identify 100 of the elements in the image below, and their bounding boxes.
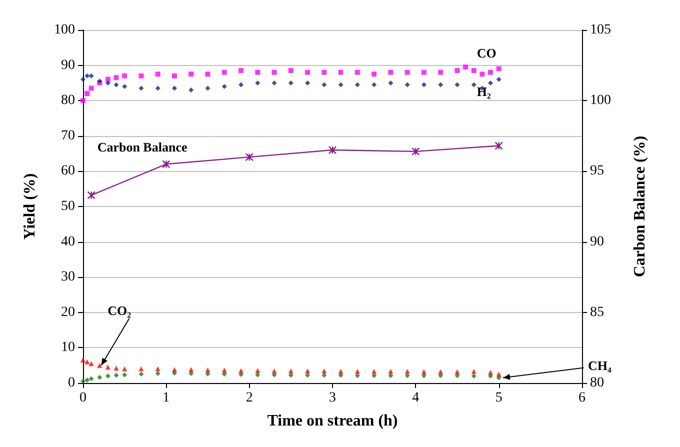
point: [114, 75, 119, 80]
point: [488, 70, 494, 75]
point: [438, 82, 444, 88]
point: [388, 368, 394, 374]
y-tick-label: 10: [61, 340, 75, 356]
point: [438, 373, 444, 378]
point: [84, 73, 90, 78]
point: [245, 152, 254, 162]
point: [80, 76, 86, 82]
point: [421, 70, 426, 75]
point: [205, 72, 210, 77]
point: [338, 372, 344, 378]
point: [494, 142, 503, 150]
point: [305, 372, 310, 378]
point: [84, 359, 90, 364]
point: [388, 373, 394, 378]
point: [188, 72, 194, 77]
y2-tick-label: 80: [590, 376, 604, 390]
y-tick-label: 60: [61, 164, 75, 179]
point: [155, 86, 160, 91]
point: [238, 372, 244, 378]
point: [272, 80, 277, 86]
x-tick-label: 0: [80, 390, 86, 406]
point: [322, 70, 327, 75]
point: [88, 376, 94, 382]
point: [322, 372, 327, 378]
point: [80, 98, 86, 104]
point: [421, 373, 426, 378]
point: [238, 368, 244, 374]
y-tick-label: 20: [61, 304, 75, 320]
point: [338, 82, 344, 88]
y-tick-label: 70: [61, 128, 75, 144]
point: [421, 369, 426, 374]
point: [97, 362, 102, 368]
point: [122, 73, 128, 78]
point: [496, 375, 502, 380]
point: [354, 368, 360, 374]
point: [172, 73, 177, 78]
point: [305, 70, 310, 75]
point: [122, 372, 128, 378]
point: [471, 373, 476, 378]
x-tick-label: 1: [162, 390, 170, 406]
point: [404, 82, 410, 88]
point: [454, 68, 460, 74]
point: [388, 80, 394, 86]
point: [97, 374, 102, 380]
point: [172, 86, 177, 91]
point: [114, 82, 119, 88]
point: [205, 367, 210, 372]
point: [488, 373, 494, 378]
y2-tick-label: 100: [590, 93, 611, 108]
point: [155, 72, 160, 77]
point: [463, 64, 468, 70]
point: [255, 70, 260, 75]
point: [305, 80, 310, 86]
y2-tick-label: 95: [590, 164, 604, 179]
x-tick-label: 4: [412, 390, 420, 406]
point: [322, 368, 327, 374]
y-tick-label: 100: [54, 22, 75, 38]
point: [172, 370, 177, 376]
annotation: Carbon Balance: [97, 140, 188, 155]
point: [238, 82, 244, 88]
point: [328, 146, 337, 154]
point: [421, 82, 426, 88]
point: [354, 70, 360, 75]
point: [162, 160, 170, 168]
point: [188, 370, 194, 376]
point: [122, 84, 128, 89]
point: [138, 366, 144, 372]
y2-axis-title: Carbon Balance (%): [632, 136, 648, 278]
point: [114, 372, 119, 378]
point: [80, 358, 86, 363]
point: [404, 70, 410, 75]
y-tick-label: 50: [61, 199, 75, 214]
y-tick-label: 40: [61, 234, 75, 250]
point: [80, 378, 86, 384]
point: [88, 86, 94, 91]
point: [372, 82, 377, 88]
point: [87, 191, 96, 200]
point: [288, 372, 294, 378]
point: [84, 91, 90, 96]
point: [138, 86, 144, 91]
point: [84, 378, 90, 383]
point: [305, 368, 310, 374]
x-tick-label: 2: [246, 390, 253, 406]
point: [496, 76, 502, 82]
point: [372, 72, 377, 77]
point: [272, 372, 277, 378]
point: [155, 366, 160, 372]
point: [138, 372, 144, 377]
point: [471, 68, 476, 74]
point: [205, 371, 210, 376]
point: [488, 80, 494, 86]
point: [138, 73, 144, 78]
point: [288, 80, 294, 86]
point: [454, 373, 460, 378]
point: [471, 368, 476, 374]
point: [188, 88, 194, 93]
point: [272, 368, 277, 374]
point: [122, 366, 128, 372]
